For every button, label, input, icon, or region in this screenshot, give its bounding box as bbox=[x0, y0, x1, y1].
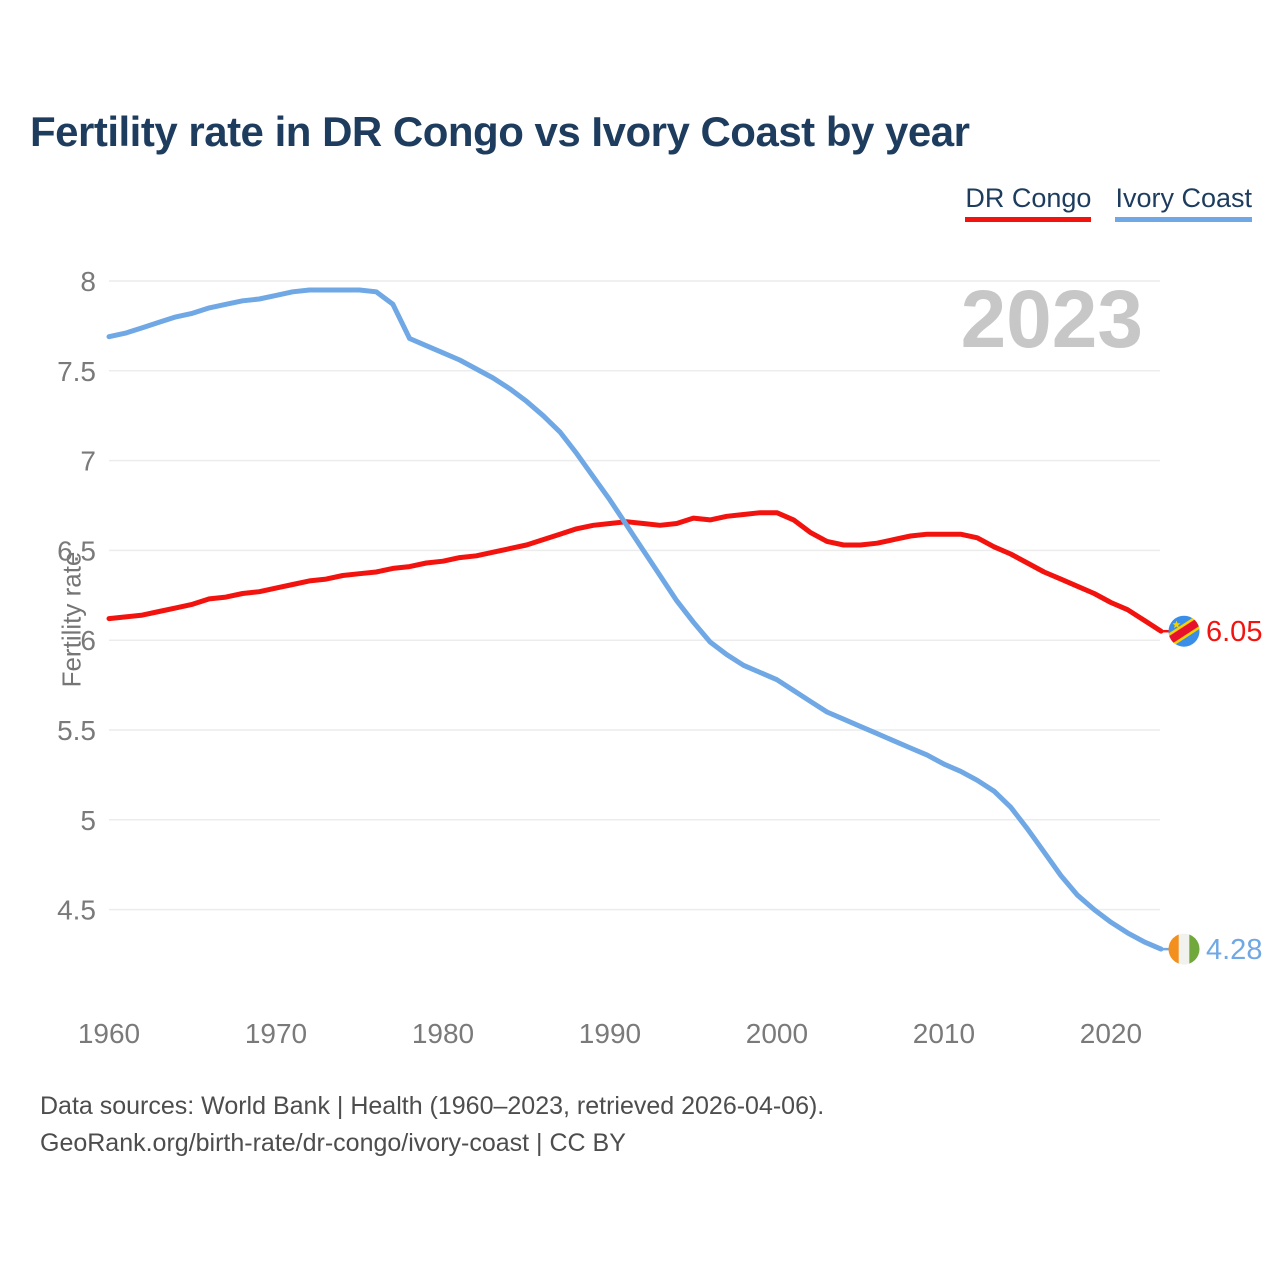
y-tick-label: 6.5 bbox=[57, 535, 96, 566]
x-tick-label: 1980 bbox=[412, 1018, 474, 1049]
flag-dr-congo-marker bbox=[1162, 614, 1206, 649]
source-line-1: Data sources: World Bank | Health (1960–… bbox=[40, 1092, 825, 1120]
y-tick-label: 4.5 bbox=[57, 895, 96, 926]
axis-tick-labels: 8 7.5 7 6.5 6 5.5 5 4.5 1960 1970 1980 1990 2000 2010… bbox=[57, 266, 1142, 1049]
chart-title: Fertility rate in DR Congo vs Ivory Coas… bbox=[30, 108, 970, 155]
y-tick-label: 5.5 bbox=[57, 715, 96, 746]
y-tick-label: 7.5 bbox=[57, 356, 96, 387]
source-line-2[interactable]: GeoRank.org/birth-rate/dr-congo/ivory-co… bbox=[40, 1129, 626, 1157]
dr-congo-line bbox=[106, 510, 1164, 634]
flag-ivory-coast-marker bbox=[1168, 933, 1200, 965]
legend-item-ivory-coast[interactable]: Ivory Coast bbox=[1115, 183, 1252, 222]
legend-item-dr-congo[interactable]: DR Congo bbox=[965, 183, 1092, 222]
x-tick-label: 2020 bbox=[1080, 1018, 1142, 1049]
y-tick-label: 8 bbox=[80, 266, 96, 297]
x-tick-label: 1990 bbox=[579, 1018, 641, 1049]
legend: DR Congo Ivory Coast bbox=[965, 183, 1252, 222]
x-tick-label: 2010 bbox=[913, 1018, 975, 1049]
x-tick-label: 1970 bbox=[245, 1018, 307, 1049]
x-tick-label: 2000 bbox=[746, 1018, 808, 1049]
end-value-label: 4.28 bbox=[1206, 934, 1262, 966]
y-tick-label: 5 bbox=[80, 805, 96, 836]
ivory-coast-line bbox=[106, 287, 1164, 952]
series-lines bbox=[106, 287, 1164, 952]
y-tick-label: 7 bbox=[80, 446, 96, 477]
watermark-year: 2023 bbox=[961, 274, 1143, 365]
end-markers: 6.05 4.28 bbox=[1161, 614, 1262, 966]
end-value-label: 6.05 bbox=[1206, 616, 1262, 648]
gridlines bbox=[109, 280, 1160, 911]
source-note: Data sources: World Bank | Health (1960–… bbox=[40, 1088, 824, 1162]
watermark-2023-text: 2023 bbox=[961, 274, 1143, 365]
y-tick-label: 6 bbox=[80, 625, 96, 656]
x-tick-label: 1960 bbox=[78, 1018, 140, 1049]
